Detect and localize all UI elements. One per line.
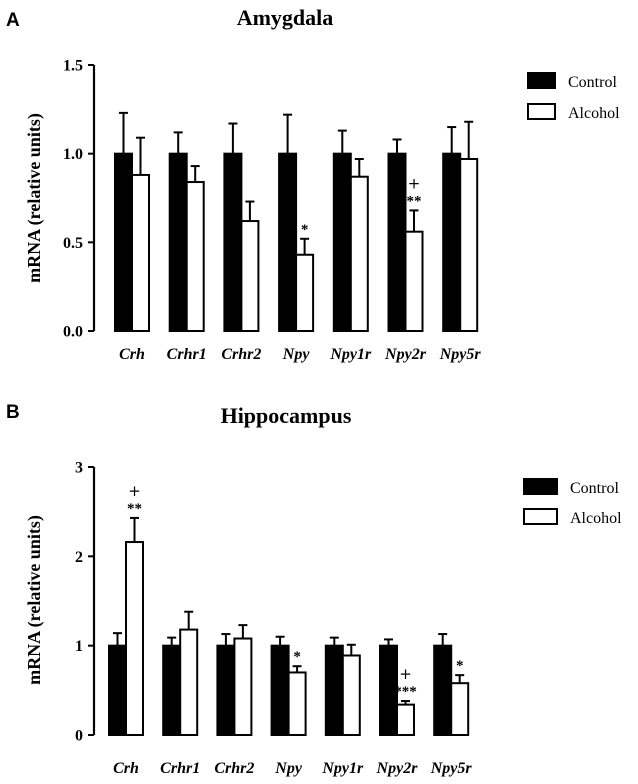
x-tick-label-crhr1: Crhr1 (167, 346, 207, 363)
bar-control-npy (270, 644, 290, 737)
legend-label-alcohol: Alcohol (570, 510, 622, 527)
bar-control-npy1r (332, 152, 352, 332)
bar-alcohol-npy2r (396, 703, 415, 736)
y-axis-label-amygdala: mRNA (relative units) (24, 113, 45, 283)
y-tick-label: 1.0 (63, 146, 83, 163)
annotations-amygdala: ***+ (301, 174, 422, 237)
legend-hippocampus: Control Alcohol (523, 478, 622, 527)
bar-alcohol-crh (125, 541, 144, 736)
y-tick-label: 0.0 (63, 324, 83, 341)
x-tick-label-npy: Npy (274, 760, 303, 777)
y-ticks-hippocampus: 0 1 2 3 (75, 460, 94, 745)
significance-stars-npy: * (301, 222, 309, 238)
x-tick-label-npy2r: Npy2r (384, 346, 427, 363)
bar-alcohol-npy5r (459, 157, 479, 332)
bar-control-npy1r (324, 644, 344, 737)
significance-stars-npy5r: * (456, 658, 464, 674)
bar-alcohol-npy1r (341, 654, 361, 737)
bar-alcohol-crh (131, 173, 150, 332)
bar-control-npy2r (387, 152, 407, 332)
bar-alcohol-crhr1 (179, 628, 199, 736)
significance-stars-npy2r: *** (394, 684, 417, 700)
legend-amygdala: Control Alcohol (527, 72, 620, 122)
bar-control-crhr2 (223, 152, 243, 332)
x-tick-label-npy2r: Npy2r (376, 760, 419, 777)
y-tick-label: 1 (75, 638, 83, 655)
legend-label-alcohol: Alcohol (568, 105, 620, 122)
annotations-hippocampus: **+****+ * (127, 482, 463, 700)
bars-amygdala (114, 111, 479, 333)
x-tick-label-npy1r: Npy1r (329, 346, 372, 363)
y-tick-label: 0.5 (63, 235, 83, 252)
legend-label-control: Control (568, 74, 617, 91)
bar-control-npy5r (433, 644, 453, 737)
y-ticks-amygdala: 0.0 0.5 1.0 1.5 (63, 58, 94, 341)
bar-control-crhr2 (216, 644, 236, 737)
significance-stars-npy: * (293, 649, 301, 665)
panel-amygdala: A Amygdala mRNA (relative units) 0.0 0.5 1… (6, 5, 620, 363)
y-axis-label-hippocampus: mRNA (relative units) (24, 515, 45, 685)
legend-swatch-control (527, 72, 556, 89)
bar-alcohol-crhr2 (240, 220, 260, 332)
x-tick-label-crhr1: Crhr1 (160, 760, 200, 777)
x-tick-label-npy5r: Npy5r (430, 760, 473, 777)
bar-control-npy (278, 152, 298, 332)
chart-title-hippocampus: Hippocampus (221, 403, 352, 428)
bar-control-crh (108, 644, 127, 737)
x-tick-label-npy5r: Npy5r (439, 346, 482, 363)
panel-letter-a: A (6, 10, 20, 31)
bar-alcohol-npy2r (404, 230, 424, 332)
chart-title-amygdala: Amygdala (237, 5, 334, 30)
legend-label-control: Control (570, 480, 619, 497)
significance-plus-npy2r: + (399, 665, 412, 683)
x-tick-label-crh: Crh (113, 760, 139, 777)
x-tick-labels-hippocampus: Crh Crhr1 Crhr2 Npy Npy1r Npy2r Npy5r (113, 760, 472, 777)
bar-alcohol-npy (295, 253, 315, 333)
bar-control-crhr1 (168, 152, 188, 332)
significance-stars-npy2r: ** (407, 193, 422, 209)
x-tick-label-crhr2: Crhr2 (221, 346, 261, 363)
bar-control-npy5r (442, 152, 462, 332)
legend-swatch-control (523, 478, 558, 495)
bars-hippocampus (108, 516, 470, 737)
y-tick-label: 3 (75, 460, 83, 477)
y-tick-label: 2 (75, 549, 83, 566)
x-tick-labels-amygdala: Crh Crhr1 Crhr2 Npy Npy1r Npy2r Npy5r (119, 346, 481, 363)
bar-alcohol-npy (287, 671, 307, 737)
y-tick-label: 1.5 (63, 58, 83, 75)
significance-plus-npy2r: + (408, 174, 421, 192)
bar-control-crhr1 (162, 644, 182, 737)
x-tick-label-crh: Crh (119, 346, 145, 363)
x-tick-label-crhr2: Crhr2 (214, 760, 254, 777)
x-tick-label-npy: Npy (282, 346, 311, 363)
panel-hippocampus: B Hippocampus mRNA (relative units) 0 1 2 3… (6, 402, 622, 777)
y-tick-label: 0 (75, 728, 83, 745)
bar-alcohol-npy1r (349, 175, 369, 332)
legend-swatch-alcohol (527, 103, 556, 120)
significance-plus-crh: + (128, 482, 141, 500)
panel-letter-b: B (6, 402, 20, 423)
legend-swatch-alcohol (523, 508, 558, 525)
bar-alcohol-crhr1 (185, 181, 205, 332)
bar-alcohol-crhr2 (233, 637, 253, 737)
x-tick-label-npy1r: Npy1r (321, 760, 364, 777)
bar-alcohol-npy5r (450, 682, 470, 736)
significance-stars-crh: ** (127, 501, 142, 517)
bar-control-crh (114, 152, 133, 332)
